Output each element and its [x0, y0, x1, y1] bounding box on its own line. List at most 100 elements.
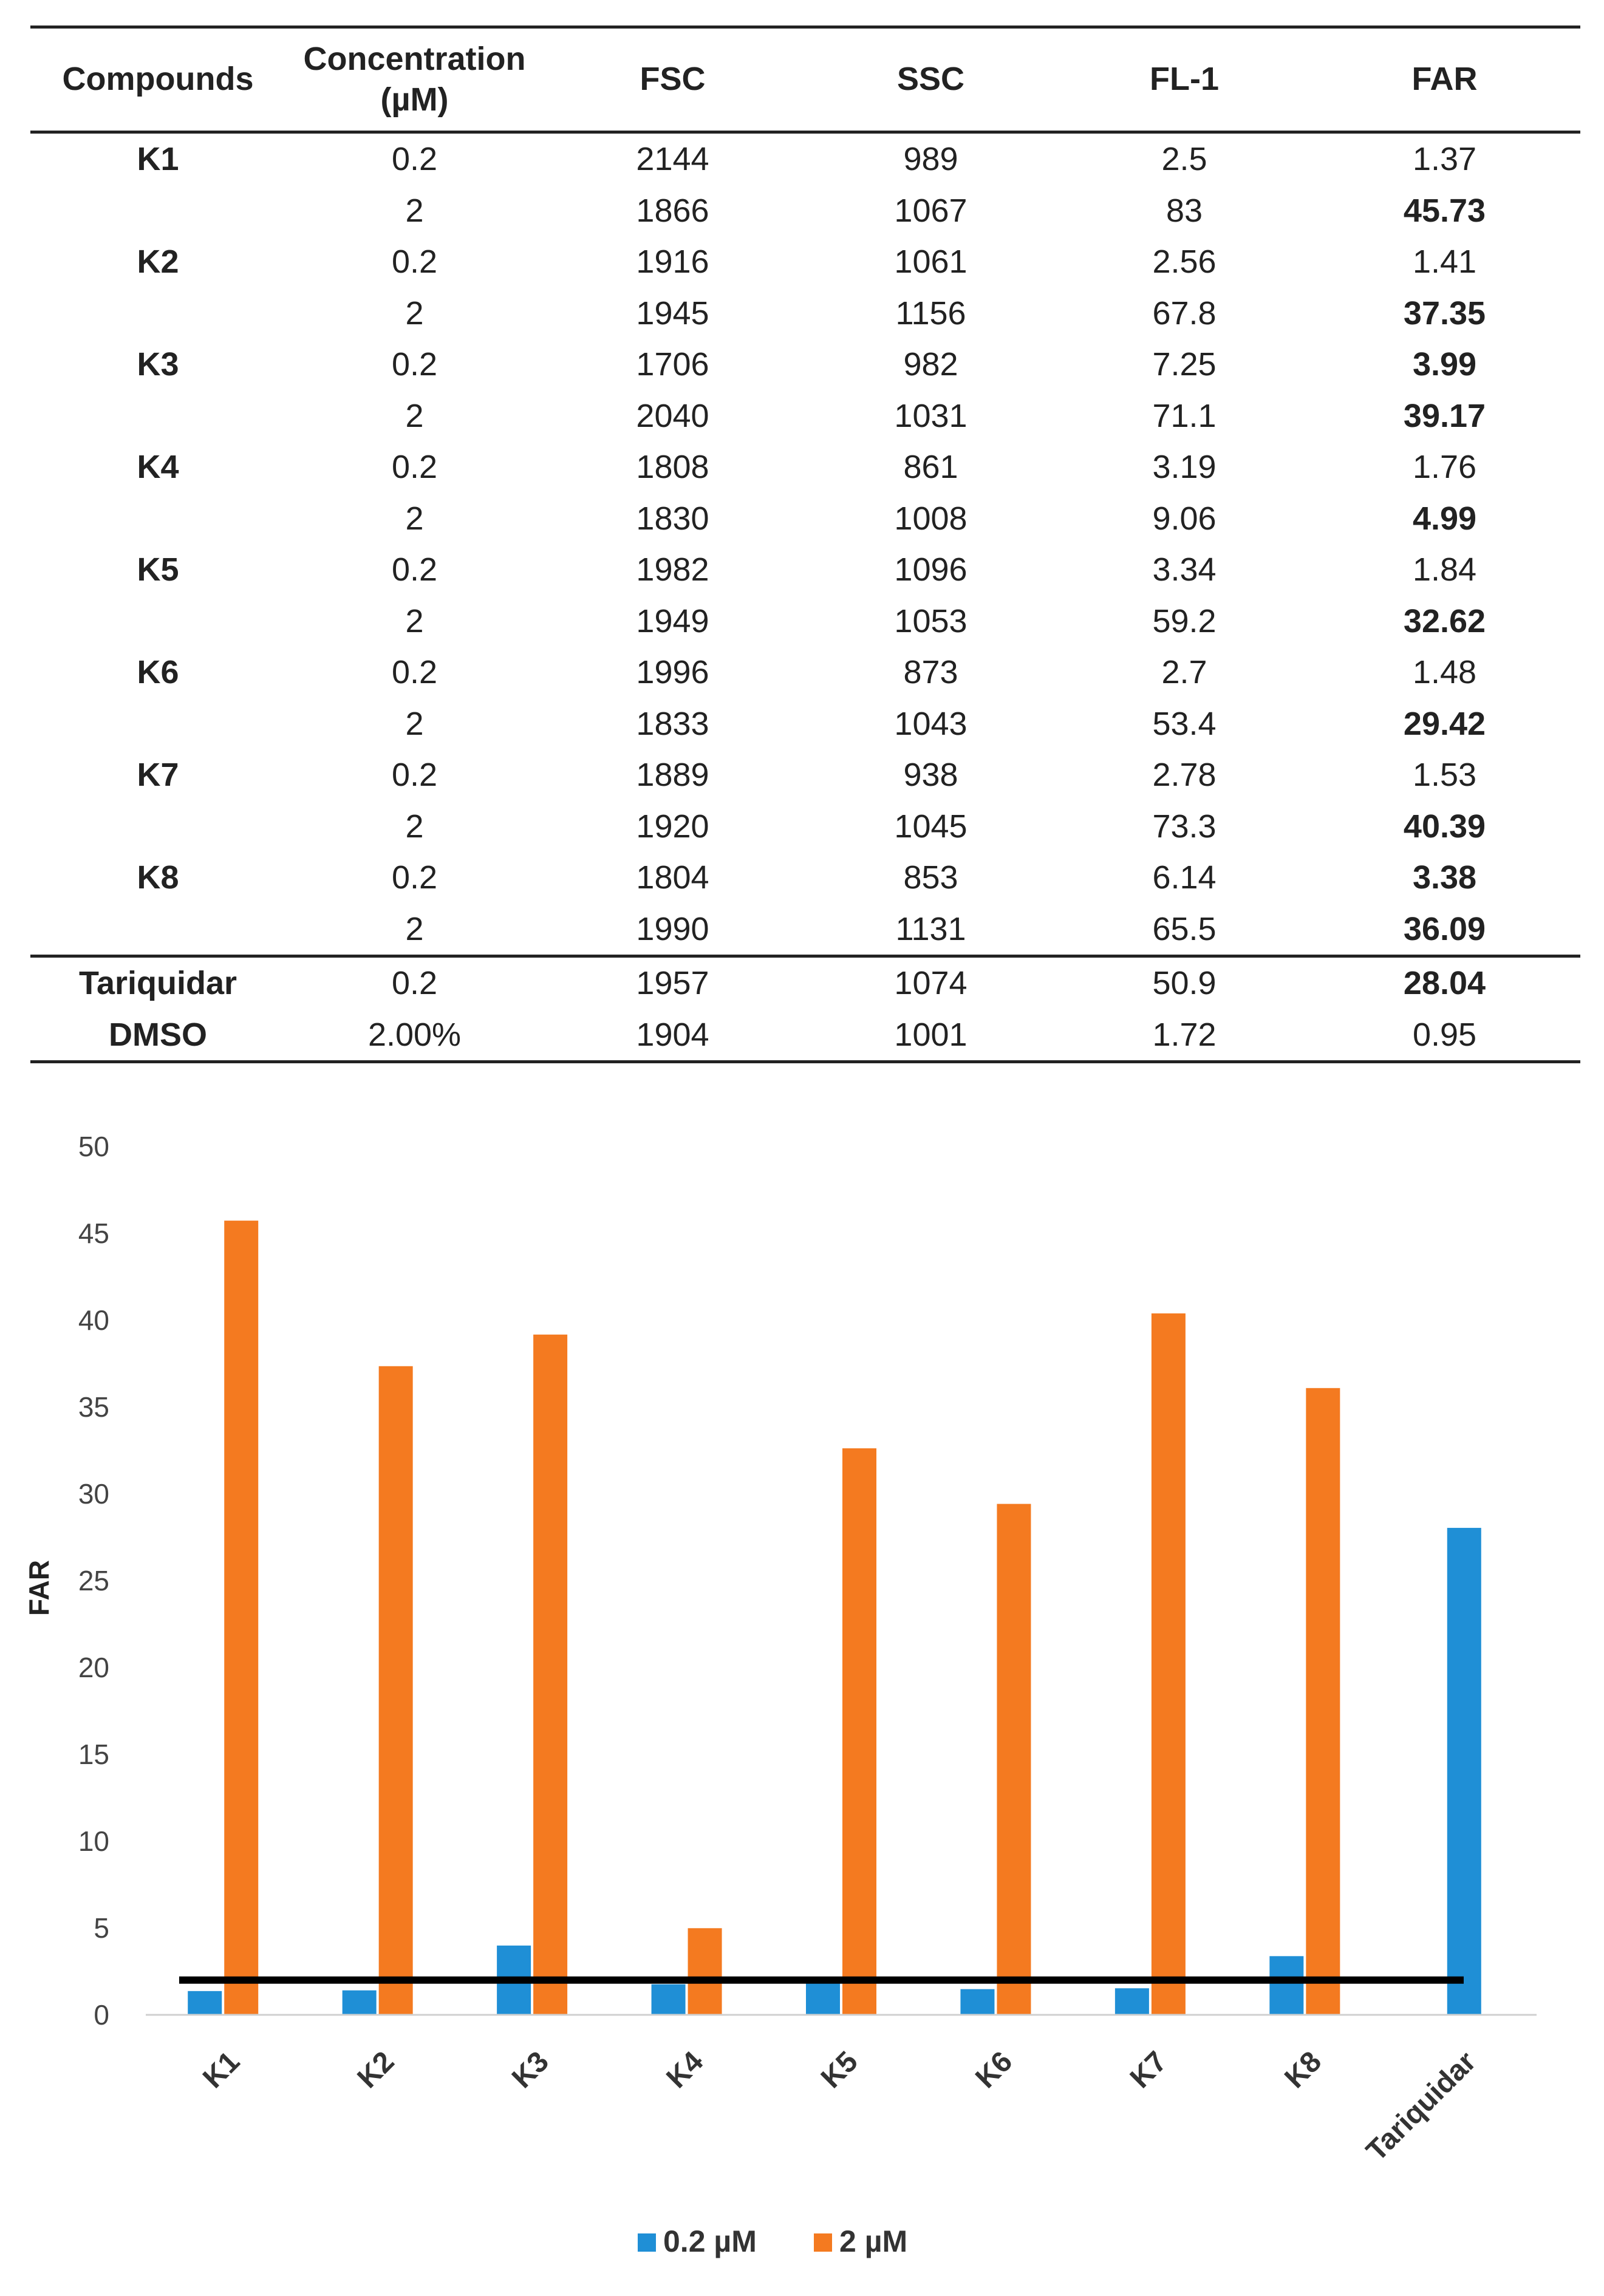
- x-tick-label: K7: [1124, 2045, 1173, 2094]
- x-tick-label: K8: [1278, 2045, 1328, 2094]
- bar-k2-series-0: [342, 1990, 377, 2015]
- table-row: K8 0.2 1804 853 6.14 3.38: [30, 852, 1580, 904]
- ssc-cell: 989: [903, 141, 958, 178]
- concentration-cell: 0.2: [285, 955, 544, 1009]
- far-cell: 4.99: [1412, 500, 1477, 537]
- header-far: FAR: [1309, 26, 1580, 134]
- fl1-cell: 65.5: [1152, 910, 1217, 947]
- concentration-cell: 2: [405, 808, 424, 845]
- far-bar-chart: 0 5 10 15 20 25 30 35 40 45 50 K1 K2 K3 K4 K5 K6 K7 K8 Tar…: [23, 1131, 1537, 2258]
- ssc-cell: 1096: [894, 551, 968, 588]
- compound-cell: [30, 596, 285, 647]
- ssc-cell: 1074: [802, 955, 1060, 1009]
- bar-k1-series-0: [188, 1991, 222, 2015]
- results-table-container: Compounds Concentration (µM) FSC SSC FL-…: [30, 26, 1580, 1063]
- far-cell: 1.37: [1412, 141, 1477, 178]
- far-cell: 3.38: [1412, 859, 1477, 896]
- concentration-cell: 0.2: [391, 859, 438, 896]
- far-cell: 1.53: [1412, 757, 1477, 794]
- concentration-cell: 0.2: [391, 654, 438, 691]
- y-tick-label: 50: [78, 1131, 109, 1162]
- ssc-cell: 1156: [895, 295, 966, 332]
- fsc-cell: 1866: [636, 192, 709, 229]
- compound-cell: [30, 904, 285, 956]
- fl1-cell: 71.1: [1152, 397, 1217, 434]
- compound-cell: K8: [137, 859, 179, 896]
- ssc-cell: 853: [903, 859, 958, 896]
- header-ssc: SSC: [802, 26, 1060, 134]
- concentration-cell: 2: [405, 192, 424, 229]
- ssc-cell: 1053: [894, 602, 968, 639]
- legend: 0.2 µM 2 µM: [638, 2224, 907, 2258]
- y-axis-label: FAR: [23, 1560, 55, 1616]
- fl1-cell: 3.19: [1152, 449, 1217, 486]
- far-cell: 1.48: [1412, 654, 1477, 691]
- bar-k5-series-0: [806, 1983, 840, 2015]
- header-concentration: Concentration (µM): [285, 26, 544, 134]
- fsc-cell: 1990: [636, 910, 709, 947]
- fsc-cell: 1920: [636, 808, 709, 845]
- compound-cell: DMSO: [30, 1009, 285, 1063]
- ssc-cell: 1061: [894, 244, 968, 281]
- far-cell: 0.95: [1309, 1009, 1580, 1063]
- compound-cell: [30, 801, 285, 853]
- fsc-cell: 1833: [636, 705, 709, 742]
- bar-k6-series-1: [997, 1504, 1031, 2015]
- fsc-cell: 1957: [544, 955, 802, 1009]
- bar-k8-series-1: [1306, 1388, 1340, 2015]
- fsc-cell: 1889: [636, 757, 709, 794]
- legend-swatch-series-0: [638, 2233, 656, 2252]
- fsc-cell: 1804: [636, 859, 709, 896]
- concentration-cell: 2: [405, 397, 424, 434]
- fsc-cell: 1945: [636, 295, 709, 332]
- far-cell: 28.04: [1309, 955, 1580, 1009]
- x-tick-label: K2: [352, 2045, 401, 2094]
- table-row: K3 0.2 1706 982 7.25 3.99: [30, 339, 1580, 390]
- fl1-cell: 59.2: [1152, 602, 1217, 639]
- y-tick-label: 20: [78, 1652, 109, 1683]
- fl1-cell: 2.78: [1152, 757, 1217, 794]
- fsc-cell: 1706: [636, 346, 709, 383]
- table-row: 2 1990 1131 65.5 36.09: [30, 904, 1580, 956]
- fl1-cell: 9.06: [1152, 500, 1217, 537]
- legend-label: 0.2 µM: [663, 2224, 757, 2258]
- table-row: 2 1833 1043 53.4 29.42: [30, 698, 1580, 750]
- y-tick-label: 25: [78, 1565, 109, 1596]
- table-row: 2 1830 1008 9.06 4.99: [30, 493, 1580, 545]
- far-cell: 1.41: [1412, 244, 1477, 281]
- fsc-cell: 1916: [636, 244, 709, 281]
- table-row: K4 0.2 1808 861 3.19 1.76: [30, 441, 1580, 493]
- concentration-cell: 2: [405, 602, 424, 639]
- table-row: Tariquidar 0.2 1957 1074 50.9 28.04: [30, 955, 1580, 1009]
- far-cell: 39.17: [1403, 397, 1486, 434]
- table-header-row: Compounds Concentration (µM) FSC SSC FL-…: [30, 26, 1580, 134]
- ssc-cell: 861: [903, 449, 958, 486]
- compound-cell: K7: [137, 757, 179, 794]
- compound-cell: [30, 493, 285, 545]
- bar-k5-series-1: [842, 1448, 876, 2015]
- x-tick-label: K1: [197, 2045, 246, 2094]
- bar-k6-series-0: [960, 1989, 995, 2015]
- header-fl1: FL-1: [1060, 26, 1309, 134]
- bar-k1-series-1: [224, 1221, 259, 2015]
- table-row: K7 0.2 1889 938 2.78 1.53: [30, 749, 1580, 801]
- y-tick-label: 5: [94, 1912, 109, 1944]
- bar-k4-series-1: [688, 1928, 722, 2015]
- fsc-cell: 2040: [636, 397, 709, 434]
- y-tick-label: 35: [78, 1391, 109, 1423]
- bar-k4-series-0: [651, 1984, 686, 2015]
- ssc-cell: 1045: [894, 808, 968, 845]
- table-row: 2 2040 1031 71.1 39.17: [30, 390, 1580, 442]
- fl1-cell: 2.5: [1161, 141, 1207, 178]
- y-tick-label: 0: [94, 1999, 109, 2031]
- compound-cell: [30, 288, 285, 339]
- compound-cell: K4: [137, 449, 179, 486]
- far-cell: 1.76: [1412, 449, 1477, 486]
- concentration-cell: 2: [405, 295, 424, 332]
- fsc-cell: 1830: [636, 500, 709, 537]
- far-cell: 40.39: [1403, 808, 1486, 845]
- fsc-cell: 1904: [544, 1009, 802, 1063]
- compound-cell: K3: [137, 346, 179, 383]
- fl1-cell: 2.56: [1152, 244, 1217, 281]
- concentration-cell: 0.2: [391, 551, 438, 588]
